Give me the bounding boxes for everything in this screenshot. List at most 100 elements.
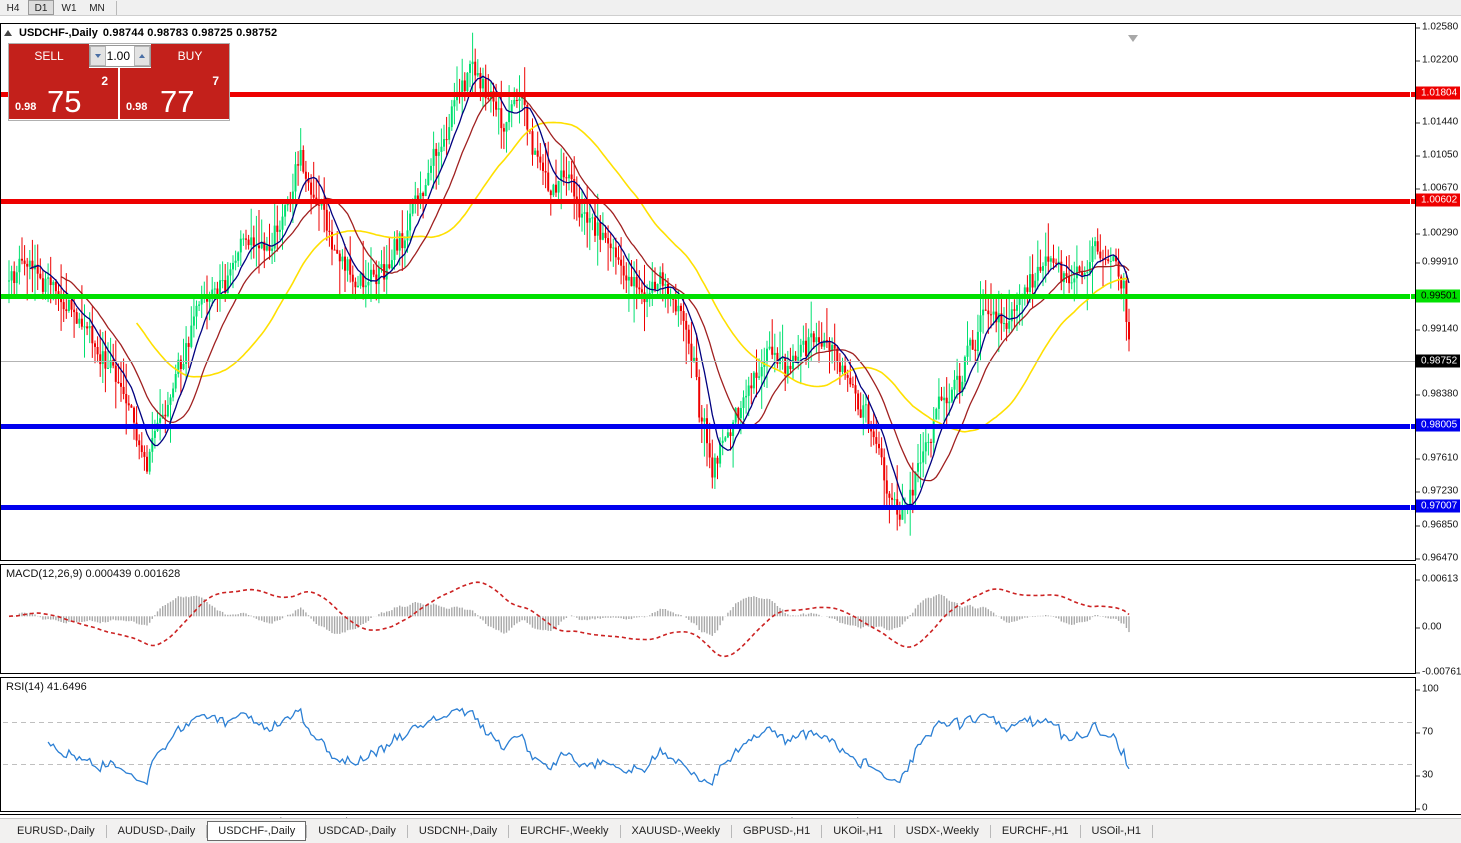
timeframe-button-d1[interactable]: D1 — [28, 0, 54, 15]
collapse-triangle-icon[interactable] — [4, 30, 12, 36]
price-tick-1-02200: 1.02200 — [1416, 55, 1458, 66]
price-tick-0-99910: 0.99910 — [1416, 257, 1458, 268]
level-line-anchor[interactable] — [1410, 198, 1415, 205]
tab-divider — [105, 824, 107, 838]
macd-tick-000613: 0.00613 — [1416, 574, 1458, 585]
level-line-anchor[interactable] — [1410, 504, 1415, 511]
tab-divider — [730, 824, 732, 838]
chart-tab-eurusd[interactable]: EURUSD-,Daily — [17, 825, 95, 837]
chart-tab-usdcnh[interactable]: USDCNH-,Daily — [418, 825, 498, 837]
volume-input[interactable]: 1.00 — [106, 46, 134, 66]
price-tick-1-01050: 1.01050 — [1416, 150, 1458, 161]
tab-divider — [406, 824, 408, 838]
symbol-ohlc: 0.98744 0.98783 0.98725 0.98752 — [102, 27, 278, 39]
rsi-tick-0: 0 — [1416, 803, 1428, 814]
chart-tab-ukoil[interactable]: UKOil-,H1 — [833, 825, 883, 837]
price-tick-0-96470: 0.96470 — [1416, 553, 1458, 564]
macd-pane[interactable]: MACD(12,26,9) 0.000439 0.001628 — [0, 564, 1416, 674]
chart-tab-gbpusd[interactable]: GBPUSD-,H1 — [742, 825, 811, 837]
buy-button[interactable]: BUY — [151, 44, 229, 68]
price-tick-0-96850: 0.96850 — [1416, 520, 1458, 531]
chart-tab-usdcad[interactable]: USDCAD-,Daily — [318, 825, 396, 837]
sell-button[interactable]: SELL — [9, 44, 89, 68]
tab-divider — [508, 824, 510, 838]
level-line-bar — [1, 294, 1415, 299]
chart-tab-xauusd[interactable]: XAUUSD-,Weekly — [631, 825, 720, 837]
tab-divider — [619, 824, 621, 838]
level-line-bar — [1, 505, 1415, 510]
level-line-bar — [1, 199, 1415, 204]
tab-divider — [1152, 824, 1154, 838]
price-tick-0-99140: 0.99140 — [1416, 324, 1458, 335]
sell-price-big: 75 — [47, 84, 82, 119]
tab-divider — [206, 824, 208, 838]
sell-price-prefix: 0.98 — [15, 101, 37, 113]
rsi-plot — [3, 707, 1413, 786]
chart-tab-eurchf[interactable]: EURCHF-,H1 — [1001, 825, 1069, 837]
chevron-up-icon — [139, 54, 145, 58]
chart-tab-eurchf[interactable]: EURCHF-,Weekly — [520, 825, 609, 837]
buy-price-button[interactable]: 0.98 77 7 — [120, 68, 229, 119]
level-line-0-99501[interactable] — [1, 293, 1415, 300]
trade-panel-price-row: 0.98 75 2 0.98 77 7 — [9, 68, 229, 120]
chart-area[interactable]: USDCHF-,Daily 0.98744 0.98783 0.98725 0.… — [0, 17, 1461, 828]
level-line-0-98005[interactable] — [1, 423, 1415, 430]
chart-tab-audusd[interactable]: AUDUSD-,Daily — [117, 825, 196, 837]
level-line-1-00602[interactable] — [1, 198, 1415, 205]
timeframe-toolbar: H4 D1 W1 MN — [0, 0, 1461, 16]
rsi-pane[interactable]: RSI(14) 41.6496 — [0, 677, 1416, 812]
chart-tab-usoil[interactable]: USOil-,H1 — [1091, 825, 1142, 837]
buy-price-prefix: 0.98 — [126, 101, 148, 113]
chart-tab-usdchf[interactable]: USDCHF-,Daily — [207, 821, 307, 841]
level-line-anchor[interactable] — [1410, 293, 1415, 300]
level-line-0-97007[interactable] — [1, 504, 1415, 511]
buy-price-big: 77 — [160, 84, 195, 119]
price-tick-1-01804: 1.01804 — [1416, 86, 1461, 100]
volume-increase-button[interactable] — [134, 46, 150, 66]
timeframe-button-w1[interactable]: W1 — [61, 3, 77, 14]
macd-caption: MACD(12,26,9) 0.000439 0.001628 — [6, 568, 181, 580]
tab-divider — [1079, 824, 1081, 838]
level-line-anchor[interactable] — [1410, 91, 1415, 98]
price-scale[interactable]: 1.02580 1.02200 1.01804 1.01440 1.01050 1.006… — [1416, 17, 1461, 817]
symbol-name: USDCHF-,Daily — [19, 27, 98, 39]
toolbar-divider — [116, 0, 117, 15]
chart-tab-bar[interactable]: EURUSD-,Daily AUDUSD-,Daily USDCHF-,Daily U… — [0, 818, 1461, 843]
rsi-tick-70: 70 — [1416, 727, 1433, 738]
macd-plot — [8, 581, 1130, 658]
tab-divider — [821, 824, 823, 838]
level-line-1-01804[interactable] — [1, 91, 1415, 98]
price-pane[interactable] — [0, 23, 1416, 561]
price-tick-0-99501: 0.99501 — [1416, 289, 1461, 303]
timeframe-button-mn[interactable]: MN — [89, 3, 105, 14]
price-tick-1-00670: 1.00670 — [1416, 183, 1458, 194]
chevron-down-icon — [95, 54, 101, 58]
buy-price-fraction: 7 — [212, 74, 219, 88]
price-tick-0-98752: 0.98752 — [1416, 354, 1461, 368]
chart-tab-usdx[interactable]: USDX-,Weekly — [905, 825, 979, 837]
one-click-trading-panel[interactable]: SELL 1.00 BUY 0.98 75 2 — [8, 43, 230, 121]
level-line-anchor[interactable] — [1410, 423, 1415, 430]
price-tick-0-97007: 0.97007 — [1416, 499, 1461, 513]
tab-divider — [989, 824, 991, 838]
rsi-caption: RSI(14) 41.6496 — [6, 681, 87, 693]
trade-panel-top-row: SELL 1.00 BUY — [9, 44, 229, 68]
price-tick-1-00290: 1.00290 — [1416, 228, 1458, 239]
timeframe-button-h4[interactable]: H4 — [6, 3, 20, 14]
tab-divider — [306, 824, 308, 838]
volume-decrease-button[interactable] — [90, 46, 106, 66]
current-price-line — [1, 361, 1415, 362]
price-tick-0-97610: 0.97610 — [1416, 453, 1458, 464]
macd-tick-0007612: -0.007612 — [1416, 667, 1461, 678]
price-tick-0-98380: 0.98380 — [1416, 389, 1458, 400]
rsi-tick-100: 100 — [1416, 684, 1439, 695]
volume-stepper[interactable]: 1.00 — [89, 45, 151, 67]
rsi-tick-30: 30 — [1416, 770, 1433, 781]
macd-tick-000: 0.00 — [1416, 622, 1441, 633]
symbol-header: USDCHF-,Daily 0.98744 0.98783 0.98725 0.… — [4, 27, 277, 39]
price-tick-0-98005: 0.98005 — [1416, 418, 1461, 432]
sell-price-button[interactable]: 0.98 75 2 — [9, 68, 118, 119]
price-tick-1-01440: 1.01440 — [1416, 117, 1458, 128]
price-tick-1-00602: 1.00602 — [1416, 193, 1461, 207]
level-line-bar — [1, 424, 1415, 429]
